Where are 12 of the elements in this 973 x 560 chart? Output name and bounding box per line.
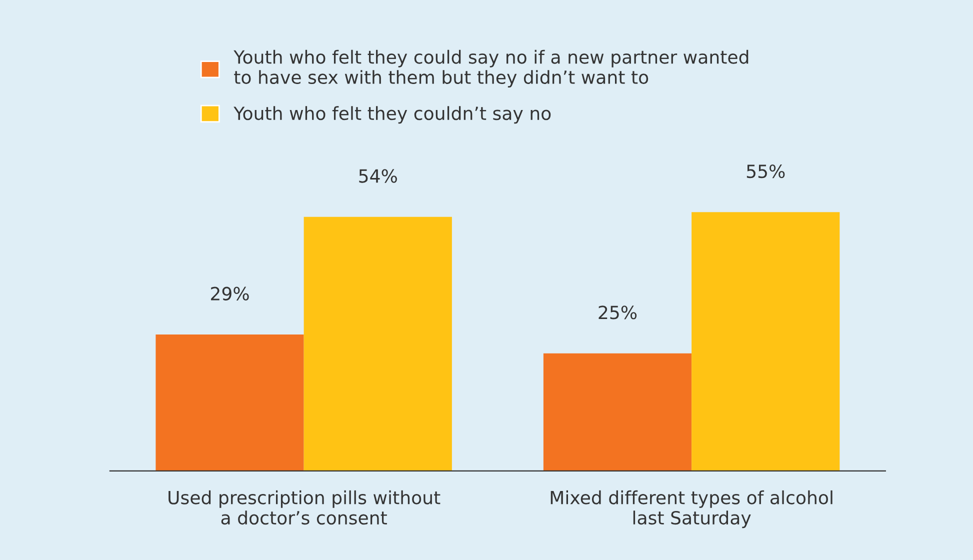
bar: [543, 353, 692, 471]
data-label: 54%: [359, 169, 397, 183]
x-tick-label: Mixed different types of alcohol last Saturday: [550, 490, 832, 528]
bar: [304, 216, 452, 471]
bar: [156, 334, 304, 471]
data-label: 25%: [598, 306, 637, 320]
legend-label: Youth who felt they could say no if a new partner wanted to have sex with them but they didn’t want to: [234, 50, 748, 88]
bar: [692, 212, 840, 471]
x-tick-label: Used prescription pills without a doctor’s consent: [168, 490, 440, 525]
data-label: 29%: [211, 286, 249, 300]
legend-label: Youth who felt they couldn’t say no: [234, 106, 551, 124]
data-label: 55%: [746, 164, 785, 178]
